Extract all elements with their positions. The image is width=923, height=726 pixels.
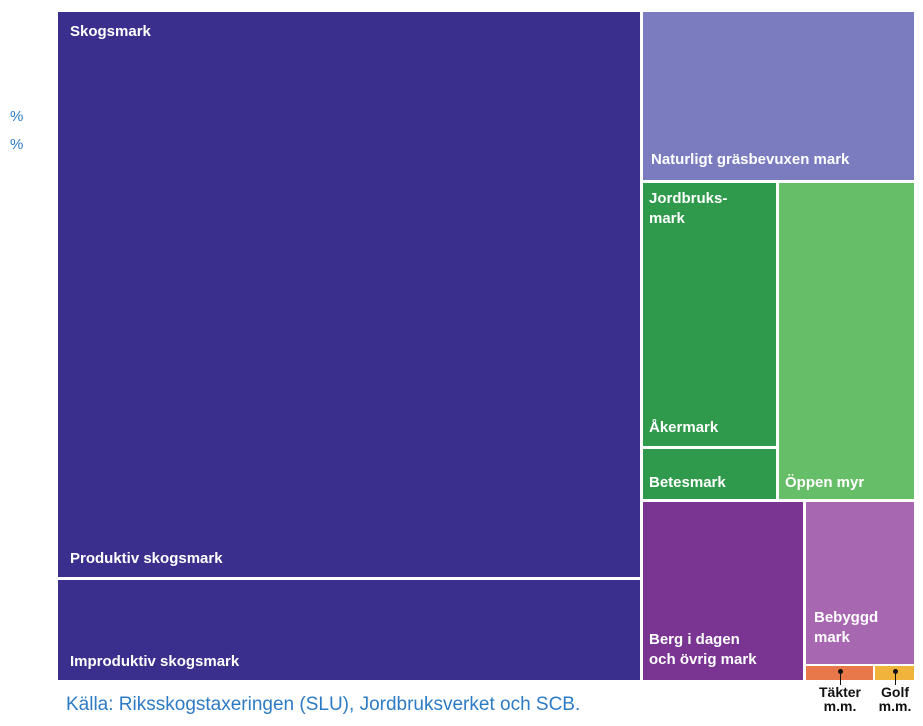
callout-label-takter-m-m: Täkter m.m. [818, 684, 862, 714]
tile-oppen-myr [779, 183, 914, 499]
label-berg-i-dagen-och-ovrig-mark: Berg i dagen och övrig mark [649, 631, 757, 668]
label-jordbruksmark: Jordbruks- mark [649, 190, 728, 227]
label-skogsmark: Skogsmark [70, 23, 151, 40]
source-note: Källa: Riksskogstaxeringen (SLU), Jordbr… [66, 694, 581, 715]
tile-improduktiv-skogsmark [58, 580, 640, 680]
tile-akermark [643, 183, 776, 446]
label-oppen-myr: Öppen myr [785, 474, 865, 491]
label-improduktiv-skogsmark: Improduktiv skogsmark [70, 653, 240, 670]
callout-label-golf-m-m: Golf m.m. [878, 684, 912, 714]
callout-dot-golf-m-m [893, 669, 898, 674]
tile-berg-i-dagen-och-ovrig-mark [643, 502, 803, 680]
callout-line-takter-m-m [840, 673, 841, 685]
label-bebyggd-mark: Bebyggd mark [814, 609, 879, 646]
tile-bebyggd-mark [806, 502, 914, 664]
tile-produktiv-skogsmark [58, 12, 640, 577]
axis-fragment-1: % [10, 108, 24, 125]
label-produktiv-skogsmark: Produktiv skogsmark [70, 550, 223, 567]
callout-dot-takter-m-m [838, 669, 843, 674]
label-naturligt-grasbevuxen-mark: Naturligt gräsbevuxen mark [651, 151, 850, 168]
tile-naturligt-grasbevuxen-mark [643, 12, 914, 180]
label-akermark: Åkermark [649, 419, 719, 436]
callout-line-golf-m-m [895, 673, 896, 685]
label-betesmark: Betesmark [649, 474, 726, 491]
tile-betesmark [643, 449, 776, 499]
axis-fragment-2: % [10, 136, 24, 153]
